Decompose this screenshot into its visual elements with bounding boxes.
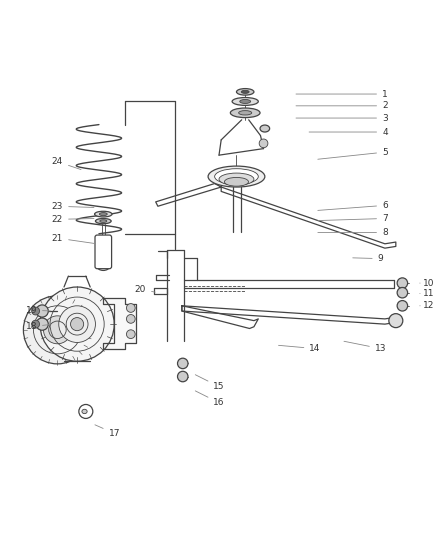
Text: 3: 3 xyxy=(296,114,388,123)
Ellipse shape xyxy=(260,125,270,132)
Ellipse shape xyxy=(95,219,111,224)
Circle shape xyxy=(397,301,408,311)
Ellipse shape xyxy=(95,211,112,217)
FancyBboxPatch shape xyxy=(95,235,112,269)
Circle shape xyxy=(259,139,268,148)
Ellipse shape xyxy=(237,88,254,95)
Text: 11: 11 xyxy=(420,289,434,298)
Ellipse shape xyxy=(239,111,252,115)
Ellipse shape xyxy=(71,318,84,330)
Circle shape xyxy=(32,307,39,315)
Ellipse shape xyxy=(232,98,258,106)
Text: 13: 13 xyxy=(344,341,386,353)
Text: 22: 22 xyxy=(52,215,94,224)
Text: 2: 2 xyxy=(296,101,388,110)
Text: 16: 16 xyxy=(195,391,225,407)
Text: 21: 21 xyxy=(52,233,94,244)
Circle shape xyxy=(79,405,93,418)
Circle shape xyxy=(397,287,408,298)
Circle shape xyxy=(36,318,48,330)
Polygon shape xyxy=(103,298,136,349)
Circle shape xyxy=(43,316,71,344)
Text: 5: 5 xyxy=(318,148,388,159)
Text: 6: 6 xyxy=(318,201,388,211)
Circle shape xyxy=(127,304,135,312)
Ellipse shape xyxy=(224,177,248,186)
Circle shape xyxy=(23,296,92,364)
Text: 10: 10 xyxy=(420,279,434,288)
Ellipse shape xyxy=(82,409,87,414)
Text: 20: 20 xyxy=(135,285,155,294)
Text: 4: 4 xyxy=(309,127,388,136)
Circle shape xyxy=(36,305,48,317)
Circle shape xyxy=(127,330,135,338)
Text: 9: 9 xyxy=(353,254,383,263)
Text: 15: 15 xyxy=(195,375,225,391)
Ellipse shape xyxy=(99,213,107,216)
Polygon shape xyxy=(182,306,396,324)
Text: 12: 12 xyxy=(420,301,434,310)
Ellipse shape xyxy=(230,108,260,118)
Circle shape xyxy=(127,314,135,323)
Text: 18: 18 xyxy=(25,322,50,331)
Text: 8: 8 xyxy=(318,228,388,237)
Text: 24: 24 xyxy=(52,157,81,169)
Circle shape xyxy=(40,287,114,361)
Text: 23: 23 xyxy=(52,202,94,211)
Circle shape xyxy=(397,278,408,288)
Polygon shape xyxy=(155,183,221,206)
Ellipse shape xyxy=(219,173,254,185)
Ellipse shape xyxy=(241,90,249,93)
Text: 1: 1 xyxy=(296,90,388,99)
Ellipse shape xyxy=(100,220,107,222)
Text: 14: 14 xyxy=(279,344,321,353)
Text: 17: 17 xyxy=(95,425,120,438)
Text: 19: 19 xyxy=(25,305,50,314)
Circle shape xyxy=(177,358,188,369)
Polygon shape xyxy=(221,187,396,248)
Ellipse shape xyxy=(215,169,258,184)
Text: 7: 7 xyxy=(318,214,388,223)
Circle shape xyxy=(32,320,39,328)
Circle shape xyxy=(177,372,188,382)
Ellipse shape xyxy=(208,166,265,187)
Circle shape xyxy=(59,306,95,343)
Polygon shape xyxy=(182,306,258,328)
Circle shape xyxy=(389,313,403,328)
Ellipse shape xyxy=(240,100,251,103)
